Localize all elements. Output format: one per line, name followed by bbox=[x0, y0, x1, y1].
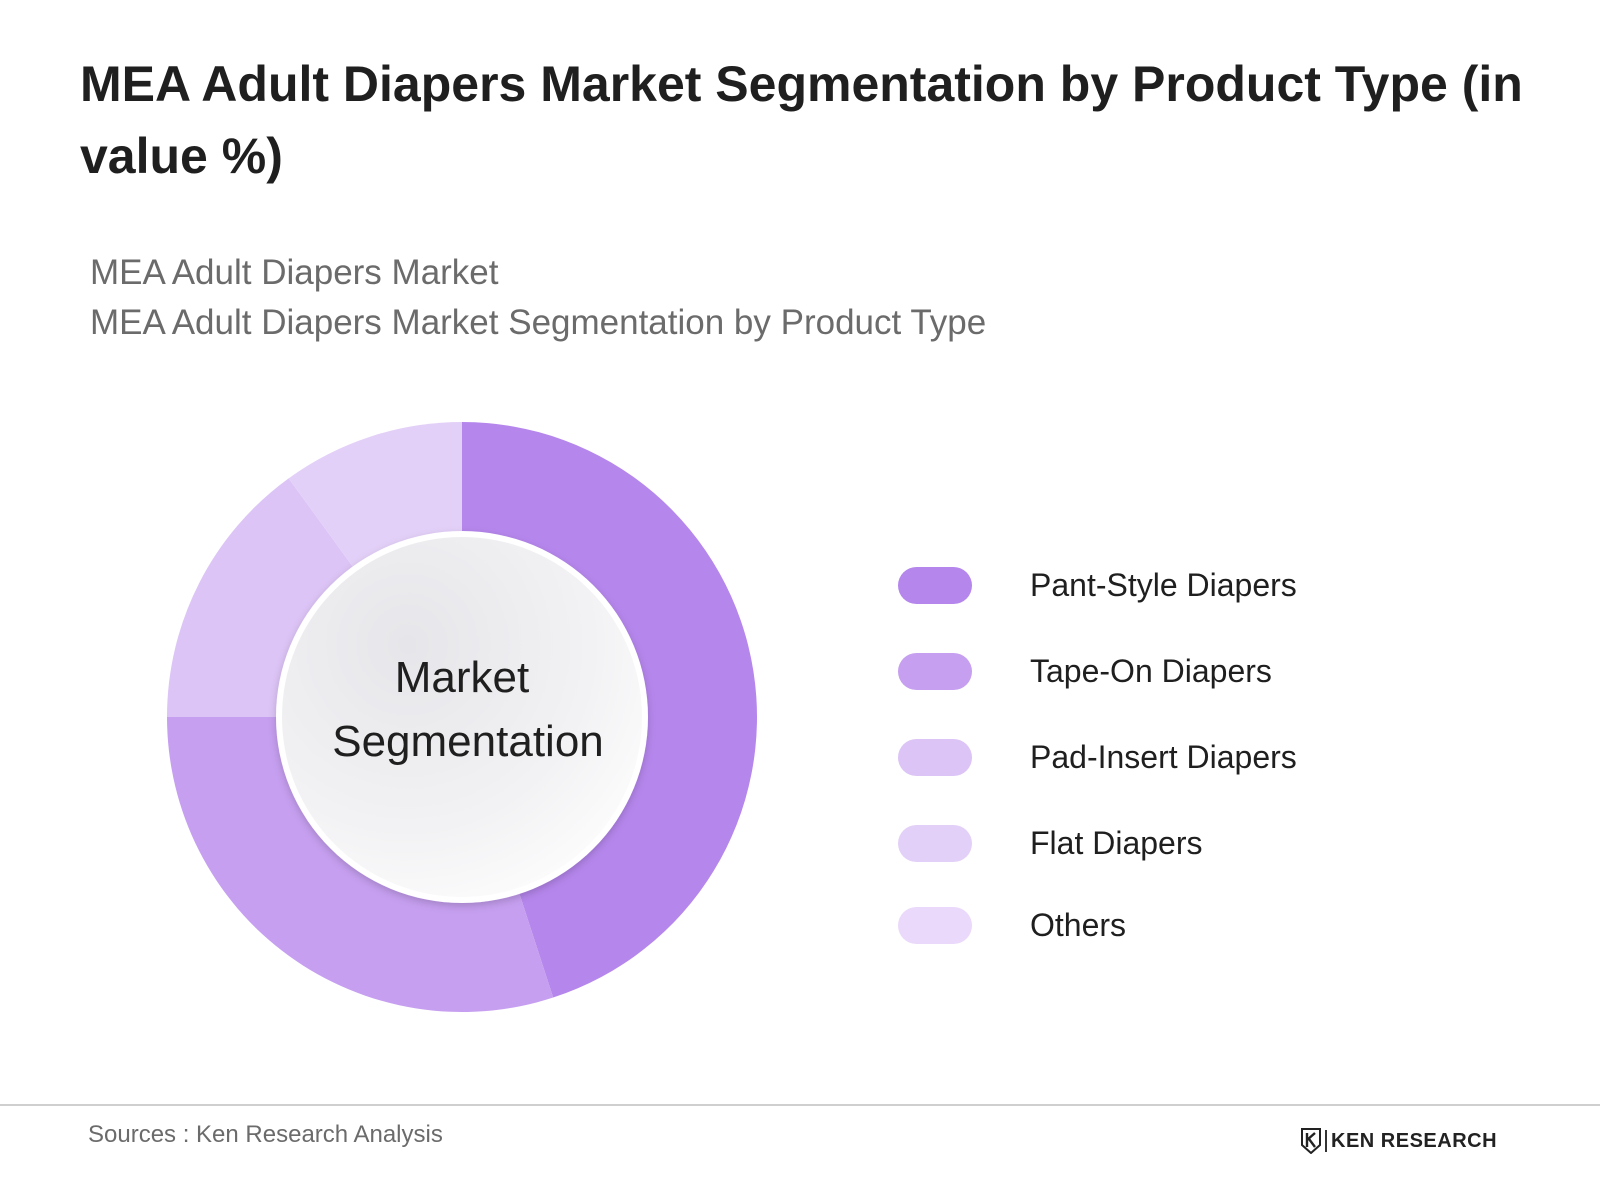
legend-item-tape-on: Tape-On Diapers bbox=[898, 651, 1518, 691]
legend-item-others: Others bbox=[898, 905, 1518, 945]
source-note: Sources : Ken Research Analysis bbox=[88, 1121, 443, 1148]
subtitle-line-1: MEA Adult Diapers Market bbox=[90, 253, 499, 292]
legend-swatch bbox=[898, 824, 972, 862]
donut-chart: Market Segmentation bbox=[166, 422, 757, 1012]
footer-divider bbox=[0, 1104, 1600, 1106]
logo-separator bbox=[1325, 1130, 1327, 1152]
center-label-line-2: Segmentation bbox=[332, 717, 604, 766]
donut-center-fill bbox=[282, 537, 642, 897]
legend-swatch bbox=[898, 738, 972, 776]
legend-label: Others bbox=[1030, 906, 1127, 943]
subtitle-line-2: MEA Adult Diapers Market Segmentation by… bbox=[90, 303, 987, 342]
center-label-line-1: Market bbox=[395, 653, 529, 702]
legend-item-flat: Flat Diapers bbox=[898, 823, 1518, 863]
chart-legend: Pant-Style Diapers Tape-On Diapers Pad-I… bbox=[898, 565, 1518, 991]
legend-swatch bbox=[898, 566, 972, 604]
legend-swatch bbox=[898, 906, 972, 944]
chart-title: MEA Adult Diapers Market Segmentation by… bbox=[80, 56, 1523, 184]
logo-text: KEN RESEARCH bbox=[1331, 1129, 1498, 1152]
legend-label: Pant-Style Diapers bbox=[1030, 566, 1297, 603]
legend-label: Tape-On Diapers bbox=[1030, 652, 1272, 689]
chart-subtitle: MEA Adult Diapers Market MEA Adult Diape… bbox=[90, 248, 1490, 348]
ken-research-logo-icon bbox=[1301, 1128, 1321, 1154]
legend-item-pant-style: Pant-Style Diapers bbox=[898, 565, 1518, 605]
legend-item-pad-insert: Pad-Insert Diapers bbox=[898, 737, 1518, 777]
legend-label: Pad-Insert Diapers bbox=[1030, 738, 1297, 775]
ken-research-logo: KEN RESEARCH bbox=[1300, 1126, 1497, 1156]
legend-swatch bbox=[898, 652, 972, 690]
legend-label: Flat Diapers bbox=[1030, 824, 1203, 861]
